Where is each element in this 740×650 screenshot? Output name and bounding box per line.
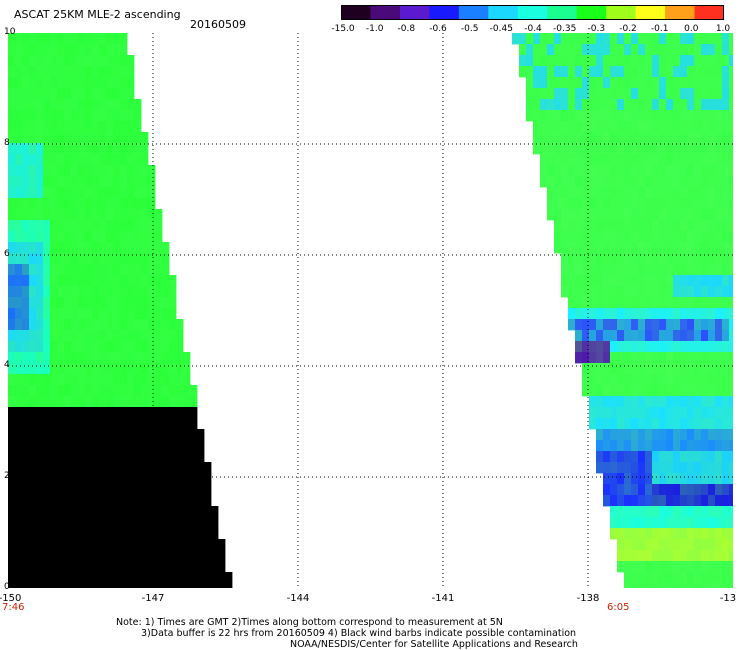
time-right: 6:05 — [607, 602, 630, 613]
colorbar-segment — [458, 5, 489, 20]
note-line-3: NOAA/NESDIS/Center for Satellite Applica… — [290, 639, 578, 650]
longitude-tick-label: -144 — [286, 593, 310, 604]
colorbar-label: -0.3 — [587, 24, 606, 34]
image-title: ASCAT 25KM MLE-2 ascending — [14, 8, 181, 21]
latitude-tick-label: 10 — [4, 27, 16, 37]
colorbar-segment — [576, 5, 607, 20]
colorbar-segment — [488, 5, 519, 20]
latitude-tick-label: 0 — [4, 582, 10, 592]
colorbar-label: -15.0 — [331, 24, 355, 34]
colorbar-label: -1.0 — [365, 24, 384, 34]
colorbar-segment — [370, 5, 401, 20]
colorbar-label: 0.0 — [684, 24, 699, 34]
colorbar-segment — [694, 5, 724, 20]
colorbar-segment — [665, 5, 696, 20]
swath-map — [8, 33, 733, 588]
longitude-tick-label: -141 — [431, 593, 455, 604]
swath-left — [8, 33, 233, 588]
colorbar-segment — [429, 5, 460, 20]
colorbar-label: -0.1 — [650, 24, 669, 34]
colorbar-segment — [517, 5, 548, 20]
colorbar-label: -0.35 — [553, 24, 577, 34]
image-date: 20160509 — [190, 18, 246, 31]
time-left: 7:46 — [2, 602, 25, 613]
colorbar-segment — [547, 5, 578, 20]
colorbar — [341, 5, 724, 20]
longitude-tick-label: -150 — [0, 593, 22, 604]
colorbar-segment — [635, 5, 666, 20]
colorbar-label: -0.6 — [429, 24, 447, 34]
colorbar-segment — [606, 5, 637, 20]
colorbar-label: -0.5 — [460, 24, 479, 34]
colorbar-label: 1.0 — [715, 24, 731, 34]
latitude-tick-label: 6 — [4, 249, 10, 259]
colorbar-label: -0.45 — [489, 24, 513, 34]
colorbar-segment — [341, 5, 372, 20]
note-line-2: 3)Data buffer is 22 hrs from 20160509 4)… — [141, 628, 577, 639]
colorbar-segment — [399, 5, 430, 20]
colorbar-label: -0.4 — [524, 24, 542, 34]
latitude-tick-label: 8 — [4, 138, 10, 148]
latitude-tick-label: 4 — [4, 360, 10, 370]
note-line-1: Note: 1) Times are GMT 2)Times along bot… — [116, 617, 503, 628]
longitude-tick-label: -13 — [719, 593, 737, 604]
colorbar-label: -0.8 — [397, 24, 416, 34]
longitude-tick-label: -138 — [576, 593, 600, 604]
gridlines — [8, 33, 733, 588]
colorbar-label: -0.2 — [619, 24, 637, 34]
latitude-tick-label: 2 — [4, 471, 10, 481]
swath-right — [512, 33, 733, 588]
longitude-tick-label: -147 — [141, 593, 165, 604]
